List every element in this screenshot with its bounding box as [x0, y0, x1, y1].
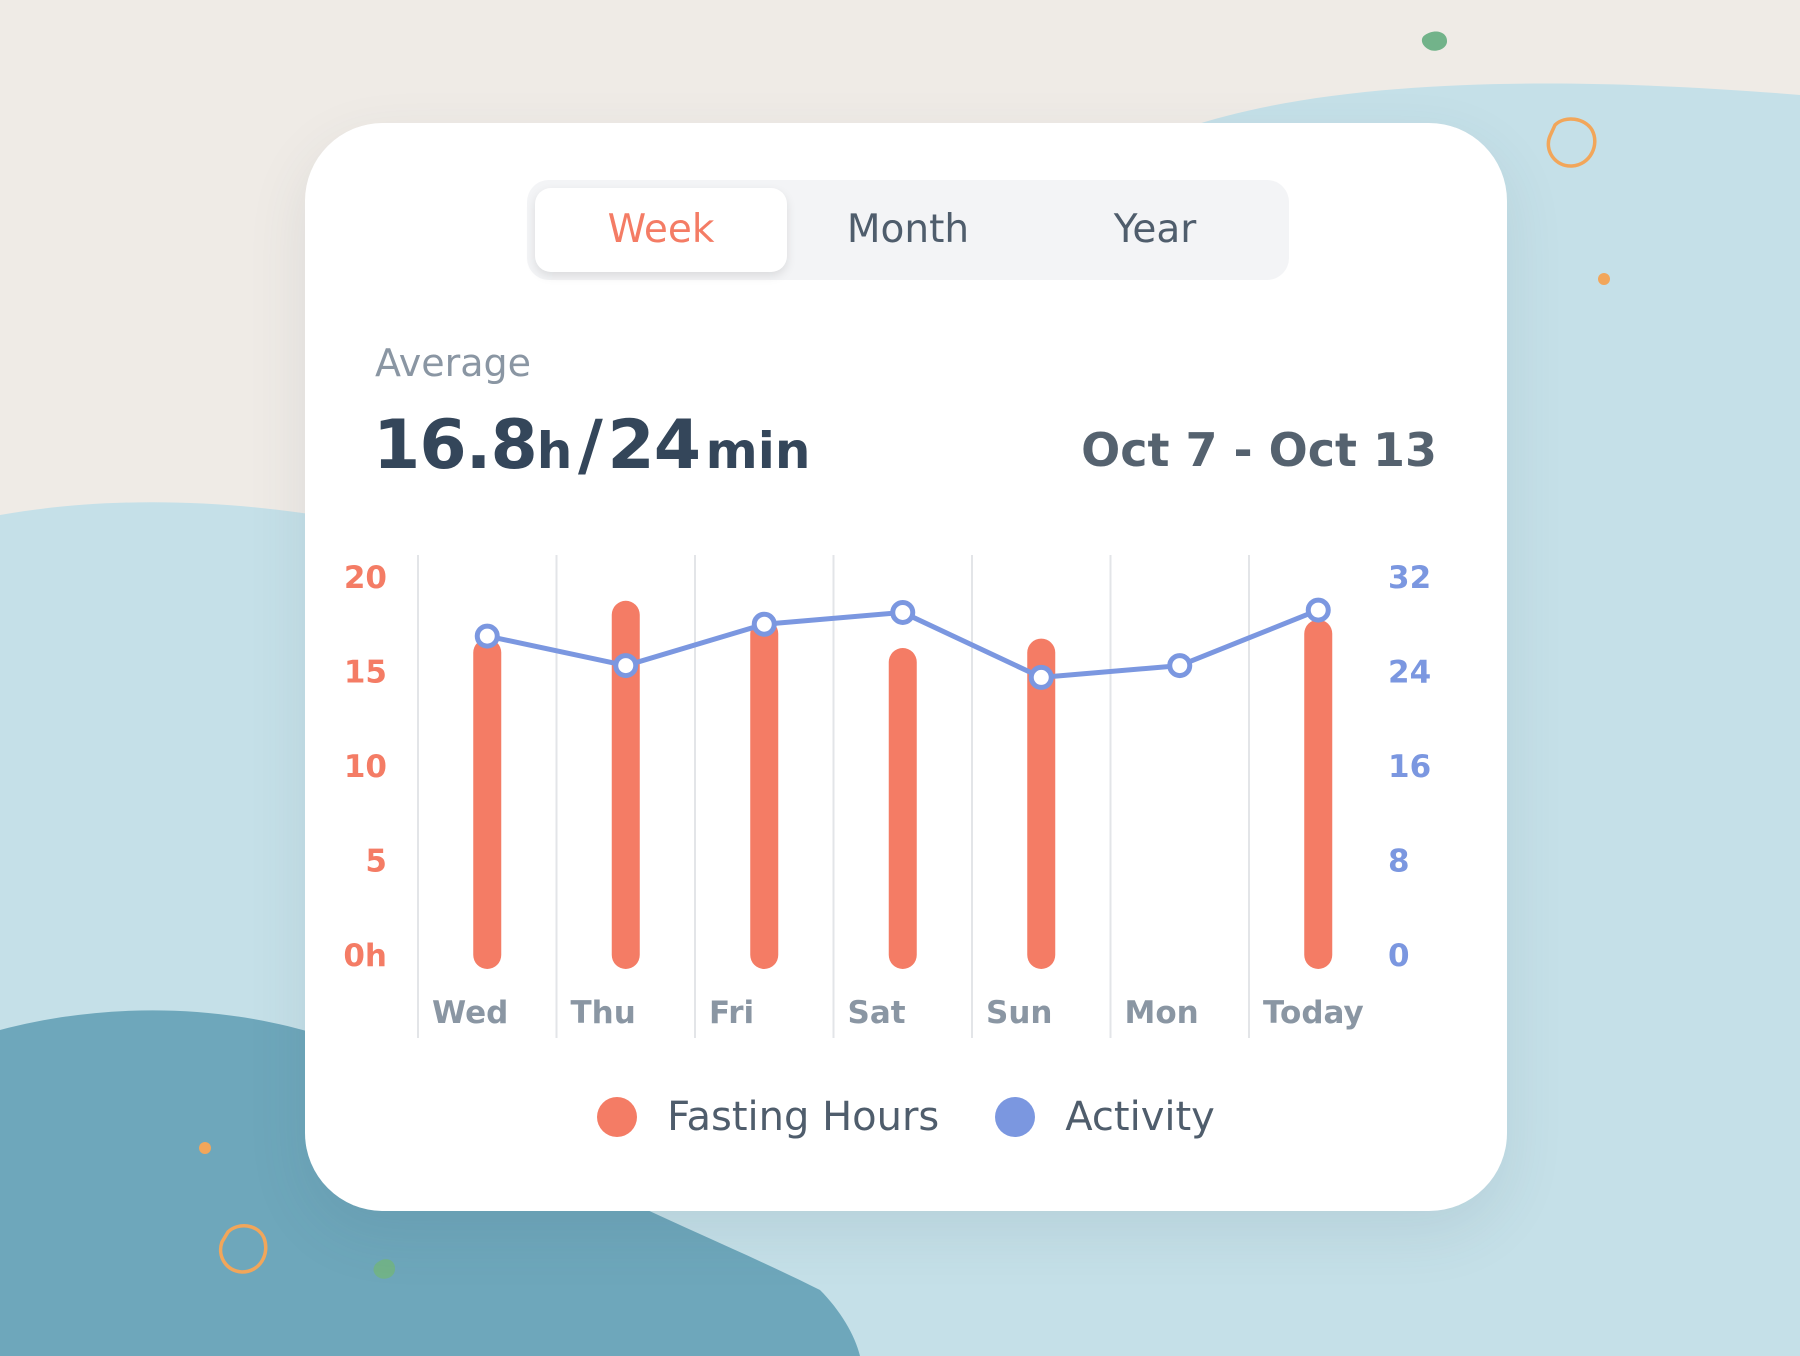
activity-point: [751, 611, 777, 637]
activity-point: [474, 623, 500, 649]
average-value: 16.8h / 24 min: [373, 406, 810, 485]
average-label: Average: [375, 341, 532, 385]
orange-ring-top: [1546, 117, 1597, 168]
x-axis-label: Thu: [571, 995, 636, 1031]
right-axis-tick-label: 16: [1388, 749, 1431, 785]
average-hours: 16.8: [373, 406, 538, 485]
activity-point: [613, 653, 639, 679]
fasting-activity-chart: 20 15 10 5 0h 32 24 16 8 0 Wed Thu Fri Sat Sun Mon Today: [343, 555, 1431, 1038]
legend-item-fasting[interactable]: Fasting Hours: [597, 1094, 939, 1140]
activity-point: [890, 599, 916, 625]
right-axis-tick-label: 32: [1388, 560, 1431, 596]
average-minutes: 24: [607, 406, 701, 485]
fasting-legend-dot: [597, 1097, 638, 1137]
x-axis-label: Fri: [709, 995, 754, 1031]
activity-point: [1305, 597, 1331, 623]
x-axis-label: Sat: [848, 995, 906, 1031]
green-blob-top: [1421, 31, 1448, 51]
average-hours-unit: h: [536, 422, 573, 480]
left-axis-tick-label: 20: [344, 560, 387, 596]
tab-year[interactable]: Year: [1113, 207, 1197, 252]
date-range: Oct 7 - Oct 13: [1081, 423, 1437, 477]
right-axis-tick-label: 24: [1388, 655, 1431, 691]
chart-legend: Fasting Hours Activity: [305, 1094, 1507, 1140]
activity-point: [1028, 664, 1054, 690]
tab-month[interactable]: Month: [846, 207, 970, 252]
right-axis-tick-label: 8: [1388, 844, 1410, 880]
orange-ring-bottom: [219, 1224, 268, 1274]
x-axis-label: Sun: [986, 995, 1052, 1031]
left-axis-tick-label: 15: [344, 655, 387, 691]
period-tabs: Week Month Year: [527, 180, 1289, 280]
x-axis-label: Wed: [432, 995, 508, 1031]
fasting-legend-label: Fasting Hours: [667, 1094, 940, 1140]
stats-card: Week Month Year Average 16.8h / 24 min O…: [305, 123, 1507, 1211]
x-axis-label: Mon: [1125, 995, 1199, 1031]
orange-dot-left: [199, 1142, 211, 1154]
left-axis-tick-label: 10: [344, 749, 387, 785]
activity-point: [1167, 653, 1193, 679]
right-axis-tick-label: 0: [1388, 938, 1410, 974]
green-blob-bottom: [373, 1259, 396, 1279]
average-separator: /: [577, 406, 603, 485]
left-axis-tick-label: 5: [365, 844, 387, 880]
activity-legend-dot: [995, 1097, 1036, 1137]
legend-item-activity[interactable]: Activity: [995, 1094, 1215, 1140]
left-axis-tick-label: 0h: [343, 938, 387, 974]
orange-dot-right: [1598, 273, 1610, 285]
activity-legend-label: Activity: [1065, 1094, 1215, 1140]
x-axis-label: Today: [1263, 995, 1364, 1031]
average-minutes-unit: min: [705, 422, 811, 480]
tab-week[interactable]: Week: [535, 188, 787, 272]
